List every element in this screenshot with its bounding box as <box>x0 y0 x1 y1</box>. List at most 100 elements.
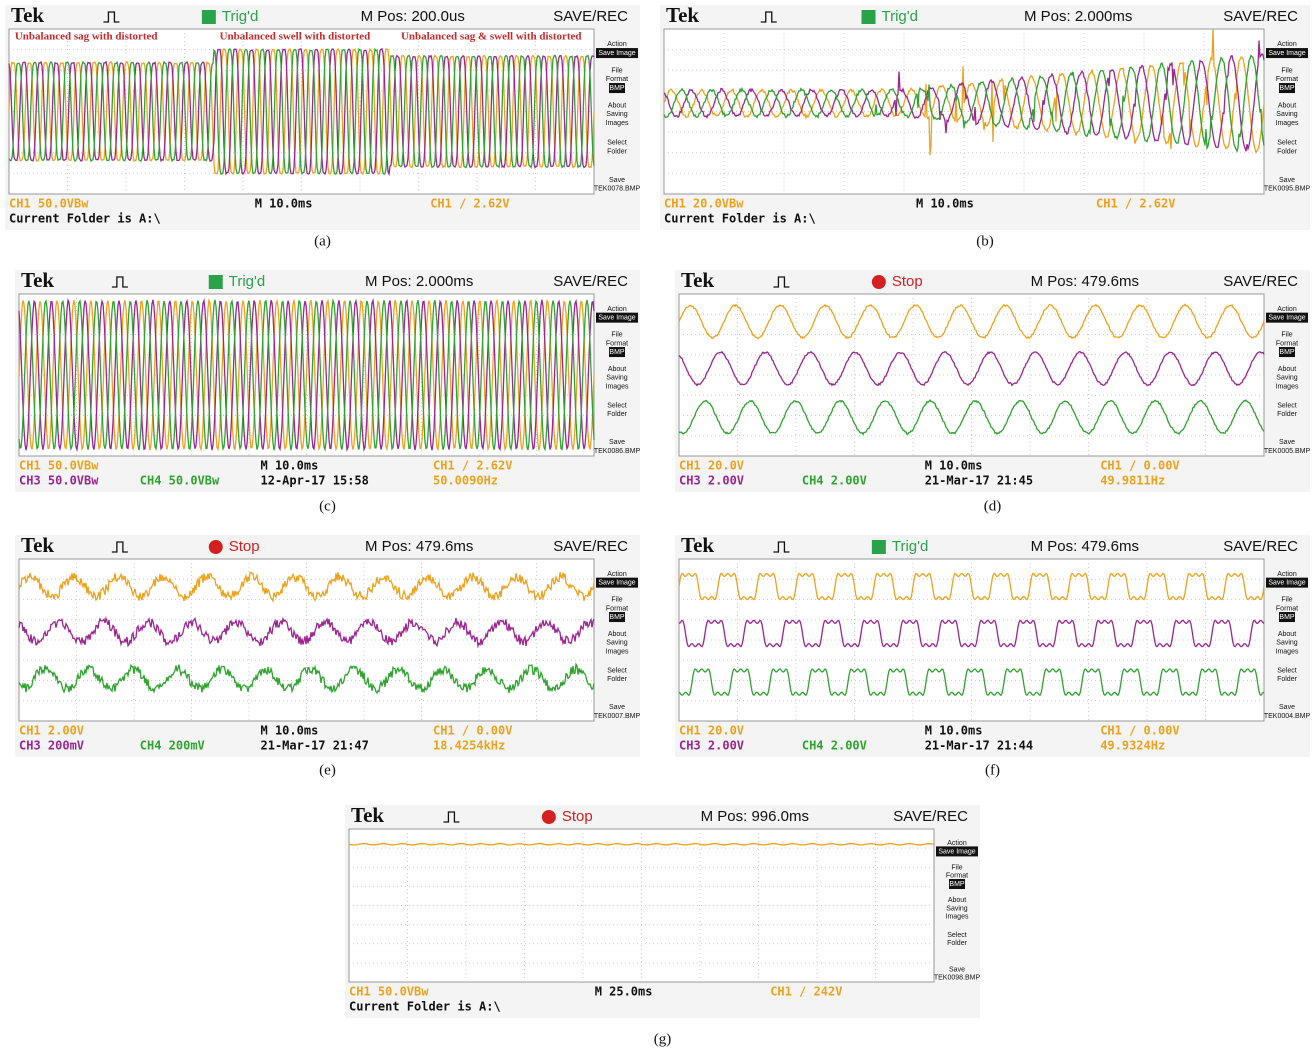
menu-item: File <box>951 865 962 872</box>
scope-screenshot: TekTrig'dM Pos: 2.000msSAVE/RECActionSav… <box>15 268 640 492</box>
readout: M 10.0ms <box>261 459 319 473</box>
menu-item: Select <box>1277 668 1297 675</box>
menu-item: Format <box>606 605 628 612</box>
menu-item: Format <box>1276 340 1298 347</box>
menu-item: TEK0098.BMP <box>934 975 981 982</box>
menu-item: Images <box>606 383 629 390</box>
menu-item: TEK0078.BMP <box>594 186 641 193</box>
menu-item: Action <box>1277 41 1297 48</box>
menu-item: About <box>1278 102 1296 109</box>
menu-item: Images <box>1276 120 1299 127</box>
menu-item: BMP <box>949 881 965 888</box>
readout: 21-Mar-17 21:47 <box>261 739 369 753</box>
menu-item: Action <box>607 41 627 48</box>
menu-item: Folder <box>607 676 628 683</box>
readout: CH1 / 2.62V <box>430 197 509 211</box>
figure: TekTrig'dM Pos: 200.0usSAVE/RECUnbalance… <box>0 0 1316 1050</box>
menu-item: Images <box>1276 383 1299 390</box>
menu-item: BMP <box>1279 85 1295 92</box>
mode: SAVE/REC <box>893 808 968 825</box>
annotation: Unbalanced sag with distorted <box>15 31 158 43</box>
readout: CH3 2.00V <box>679 739 744 753</box>
brand: Tek <box>351 803 384 827</box>
menu-item: Save Image <box>1268 314 1305 321</box>
scope-screenshot: TekStopM Pos: 996.0msSAVE/RECActionSave … <box>345 803 980 1018</box>
menu-item: File <box>611 332 622 339</box>
mode: SAVE/REC <box>553 8 628 25</box>
brand: Tek <box>681 533 714 557</box>
menu-item: File <box>1281 597 1292 604</box>
menu-item: About <box>608 631 626 638</box>
menu-item: About <box>948 897 966 904</box>
readout: CH1 / 2.62V <box>1096 197 1175 211</box>
menu-item: Select <box>607 668 627 675</box>
menu-item: Select <box>607 403 627 410</box>
readout: 50.0090Hz <box>433 474 498 488</box>
readout: 12-Apr-17 15:58 <box>261 474 369 488</box>
readout: CH4 2.00V <box>802 474 867 488</box>
menu-item: Action <box>1277 571 1297 578</box>
menu-item: Select <box>1277 403 1297 410</box>
caption: (d) <box>984 498 1002 514</box>
menu-item: Action <box>1277 306 1297 313</box>
readout: M 10.0ms <box>925 459 983 473</box>
menu-item: Select <box>947 932 967 939</box>
menu-item: Save <box>949 966 965 973</box>
menu-item: TEK0005.BMP <box>1264 448 1311 455</box>
menu-item: Select <box>1277 140 1297 147</box>
readout: CH1 / 242V <box>770 985 842 999</box>
mode: SAVE/REC <box>1223 273 1298 290</box>
menu-item: Saving <box>1276 111 1298 118</box>
readout: Current Folder is A:\ <box>664 212 816 226</box>
readout: CH4 200mV <box>140 739 205 753</box>
readout: CH4 2.00V <box>802 739 867 753</box>
menu-item: Save Image <box>1268 50 1305 57</box>
readout: CH1 / 0.00V <box>433 724 512 738</box>
menu-item: BMP <box>609 349 625 356</box>
menu-item: Format <box>1276 76 1298 83</box>
horizontal-position: M Pos: 479.6ms <box>1031 273 1139 290</box>
trigger-status: Stop <box>892 273 923 290</box>
menu-item: Folder <box>1277 411 1298 418</box>
menu-item: TEK0007.BMP <box>594 713 641 720</box>
menu-item: About <box>608 366 626 373</box>
menu-item: Select <box>607 140 627 147</box>
readout: CH1 20.0V <box>679 459 744 473</box>
menu-item: Format <box>946 873 968 880</box>
menu-item: Folder <box>607 148 628 155</box>
menu-item: Format <box>1276 605 1298 612</box>
menu-item: Save <box>609 177 625 184</box>
mode: SAVE/REC <box>553 538 628 555</box>
caption: (b) <box>976 233 994 249</box>
trigger-icon <box>202 10 216 24</box>
horizontal-position: M Pos: 479.6ms <box>365 538 473 555</box>
stop-icon <box>209 540 223 554</box>
readout: M 10.0ms <box>925 724 983 738</box>
menu-item: BMP <box>1279 349 1295 356</box>
menu-item: Format <box>606 76 628 83</box>
annotation: Unbalanced swell with distorted <box>220 31 371 43</box>
trigger-icon <box>872 540 886 554</box>
menu-item: Saving <box>606 640 628 647</box>
readout: M 10.0ms <box>255 197 313 211</box>
horizontal-position: M Pos: 996.0ms <box>701 808 809 825</box>
menu-item: Action <box>607 571 627 578</box>
caption: (a) <box>314 233 331 249</box>
brand: Tek <box>681 268 714 292</box>
menu-item: About <box>1278 366 1296 373</box>
readout: CH4 50.0VBw <box>140 474 220 488</box>
menu-item: Images <box>606 648 629 655</box>
menu-item: Images <box>946 913 969 920</box>
menu-item: TEK0004.BMP <box>1264 713 1311 720</box>
mode: SAVE/REC <box>553 273 628 290</box>
readout: 21-Mar-17 21:44 <box>925 739 1033 753</box>
readout: CH3 2.00V <box>679 474 744 488</box>
menu-item: Save Image <box>598 314 635 321</box>
readout: CH3 200mV <box>19 739 84 753</box>
horizontal-position: M Pos: 200.0us <box>361 8 465 25</box>
menu-item: Save <box>1279 439 1295 446</box>
readout: M 25.0ms <box>595 985 653 999</box>
menu-item: BMP <box>609 85 625 92</box>
menu-item: Save Image <box>938 848 975 855</box>
readout: CH1 / 2.62V <box>433 459 512 473</box>
